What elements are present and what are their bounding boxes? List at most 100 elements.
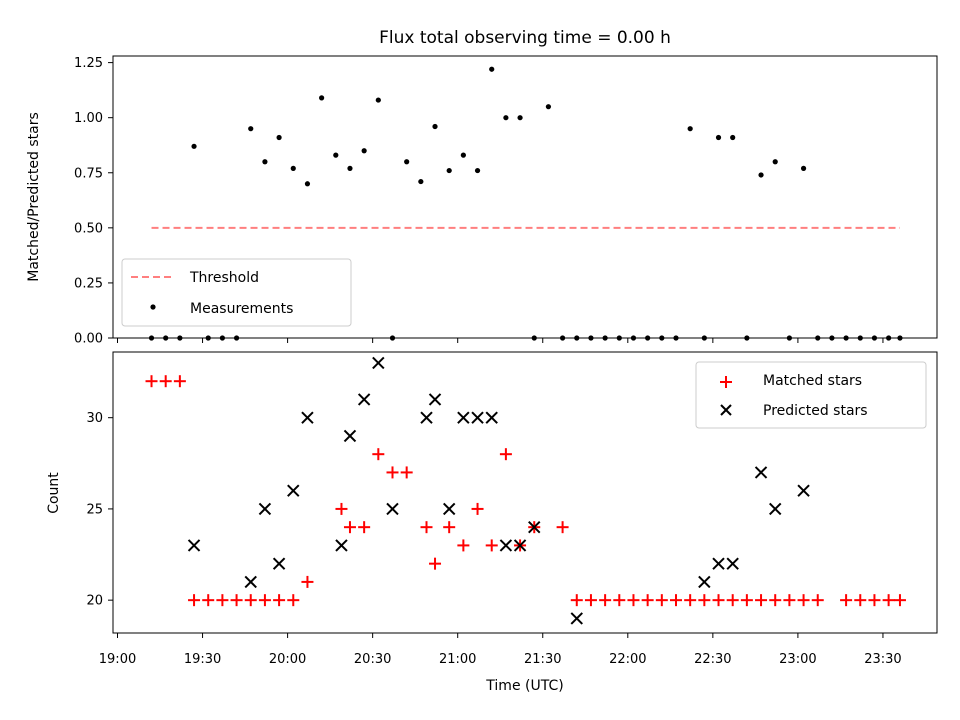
predicted-stars-point xyxy=(301,411,314,424)
measurement-point xyxy=(404,159,410,165)
top-y-axis-label: Matched/Predicted stars xyxy=(26,112,42,282)
legend-predicted-label: Predicted stars xyxy=(763,403,868,419)
predicted-stars-point xyxy=(528,520,541,534)
predicted-stars-point xyxy=(343,429,357,443)
matched-stars-point xyxy=(173,375,186,388)
matched-stars-point xyxy=(358,521,371,534)
predicted-stars-point xyxy=(485,411,498,424)
measurement-point xyxy=(304,181,311,187)
measurement-point xyxy=(248,126,254,132)
matched-stars-point xyxy=(584,594,597,607)
measurement-point xyxy=(715,134,722,141)
matched-stars-point xyxy=(335,502,348,515)
predicted-stars-point xyxy=(698,575,711,589)
predicted-stars-point xyxy=(420,411,433,424)
bottom-x-tick-label: 20:00 xyxy=(269,652,306,667)
measurement-point xyxy=(758,172,764,178)
measurement-point xyxy=(800,165,807,171)
bottom-x-tick-label: 21:00 xyxy=(439,652,476,667)
measurement-point xyxy=(262,159,268,165)
matched-stars-point xyxy=(159,375,172,388)
bottom-x-tick-label: 23:30 xyxy=(864,652,901,667)
measurement-point xyxy=(489,66,495,72)
top-panel: Flux total observing time = 0.00 h 0.000… xyxy=(26,28,938,347)
predicted-stars-point xyxy=(797,484,810,497)
bottom-x-tick-label: 19:00 xyxy=(99,652,136,667)
top-y-tick-label: 0.00 xyxy=(74,332,103,347)
matched-stars-point xyxy=(840,594,853,607)
bottom-y-tick-label: 20 xyxy=(86,594,103,609)
measurement-point xyxy=(191,143,197,149)
matched-stars-point xyxy=(499,448,512,461)
bottom-x-axis-label: Time (UTC) xyxy=(485,678,563,694)
matched-stars-point xyxy=(854,594,867,607)
matched-stars-point xyxy=(457,539,470,552)
bottom-x-tick-label: 20:30 xyxy=(354,652,391,667)
matched-stars-point xyxy=(386,466,399,479)
predicted-stars-point xyxy=(457,411,470,424)
legend-matched-swatch xyxy=(720,376,732,388)
measurement-point xyxy=(503,115,509,121)
matched-stars-point xyxy=(400,466,413,479)
matched-stars-point xyxy=(769,594,782,607)
measurement-point xyxy=(432,123,438,130)
matched-stars-point xyxy=(755,594,768,607)
bottom-y-tick-label: 25 xyxy=(86,502,103,517)
matched-stars-point xyxy=(882,594,895,607)
matched-stars-point xyxy=(343,521,356,534)
predicted-stars-point xyxy=(570,612,583,625)
top-legend: Threshold Measurements xyxy=(121,258,352,327)
bottom-x-tick-label: 19:30 xyxy=(184,652,221,667)
predicted-stars-point xyxy=(372,356,385,370)
matched-stars-point xyxy=(471,502,484,515)
predicted-stars-point xyxy=(471,411,484,424)
top-y-axis: 0.00 0.25 0.50 0.75 1.00 1.25 xyxy=(74,56,113,347)
bottom-x-tick-label: 22:30 xyxy=(694,652,731,667)
matched-stars-point xyxy=(712,594,725,607)
matched-stars-point xyxy=(145,375,158,388)
top-x-axis-ticks xyxy=(117,338,884,343)
matched-stars-point xyxy=(258,594,271,607)
predicted-stars-point xyxy=(442,502,456,516)
matched-stars-point xyxy=(868,594,881,607)
top-plot-frame xyxy=(112,55,938,339)
matched-stars-point xyxy=(893,594,906,607)
matched-stars-point xyxy=(698,594,711,607)
measurement-point xyxy=(474,167,481,174)
matched-stars-point xyxy=(669,594,682,607)
bottom-panel: 20 25 30 19:00 19:30 20:00 20:30 21:00 21:30 22:… xyxy=(46,351,938,694)
measurement-point xyxy=(290,165,296,171)
matched-stars-series xyxy=(145,375,906,607)
measurement-point xyxy=(418,178,424,185)
predicted-stars-point xyxy=(187,539,201,552)
matched-stars-point xyxy=(287,594,300,607)
predicted-stars-point xyxy=(386,502,399,516)
matched-stars-point xyxy=(655,594,668,607)
predicted-stars-point xyxy=(357,393,371,406)
matched-stars-point xyxy=(202,594,215,607)
top-legend-box xyxy=(121,258,352,327)
measurement-point xyxy=(687,126,693,132)
measurement-point xyxy=(361,148,367,154)
top-y-tick-label: 0.50 xyxy=(74,221,103,236)
predicted-stars-point xyxy=(754,466,768,479)
measurement-point xyxy=(772,159,778,165)
matched-stars-point xyxy=(372,448,385,461)
measurement-point xyxy=(730,134,736,141)
predicted-stars-point xyxy=(287,484,300,497)
predicted-stars-point xyxy=(258,502,272,516)
predicted-stars-point xyxy=(513,539,527,552)
matched-stars-point xyxy=(570,594,583,607)
top-title: Flux total observing time = 0.00 h xyxy=(379,28,671,48)
matched-stars-point xyxy=(726,594,739,607)
bottom-x-axis: 19:00 19:30 20:00 20:30 21:00 21:30 22:00 22:30… xyxy=(99,633,902,667)
matched-stars-point xyxy=(273,594,286,607)
measurement-point xyxy=(276,134,282,141)
bottom-legend: Matched stars Predicted stars xyxy=(695,361,927,429)
bottom-plot-frame xyxy=(112,351,938,634)
bottom-x-tick-label: 23:00 xyxy=(779,652,816,667)
measurement-point xyxy=(375,97,381,103)
matched-stars-point xyxy=(811,594,824,607)
